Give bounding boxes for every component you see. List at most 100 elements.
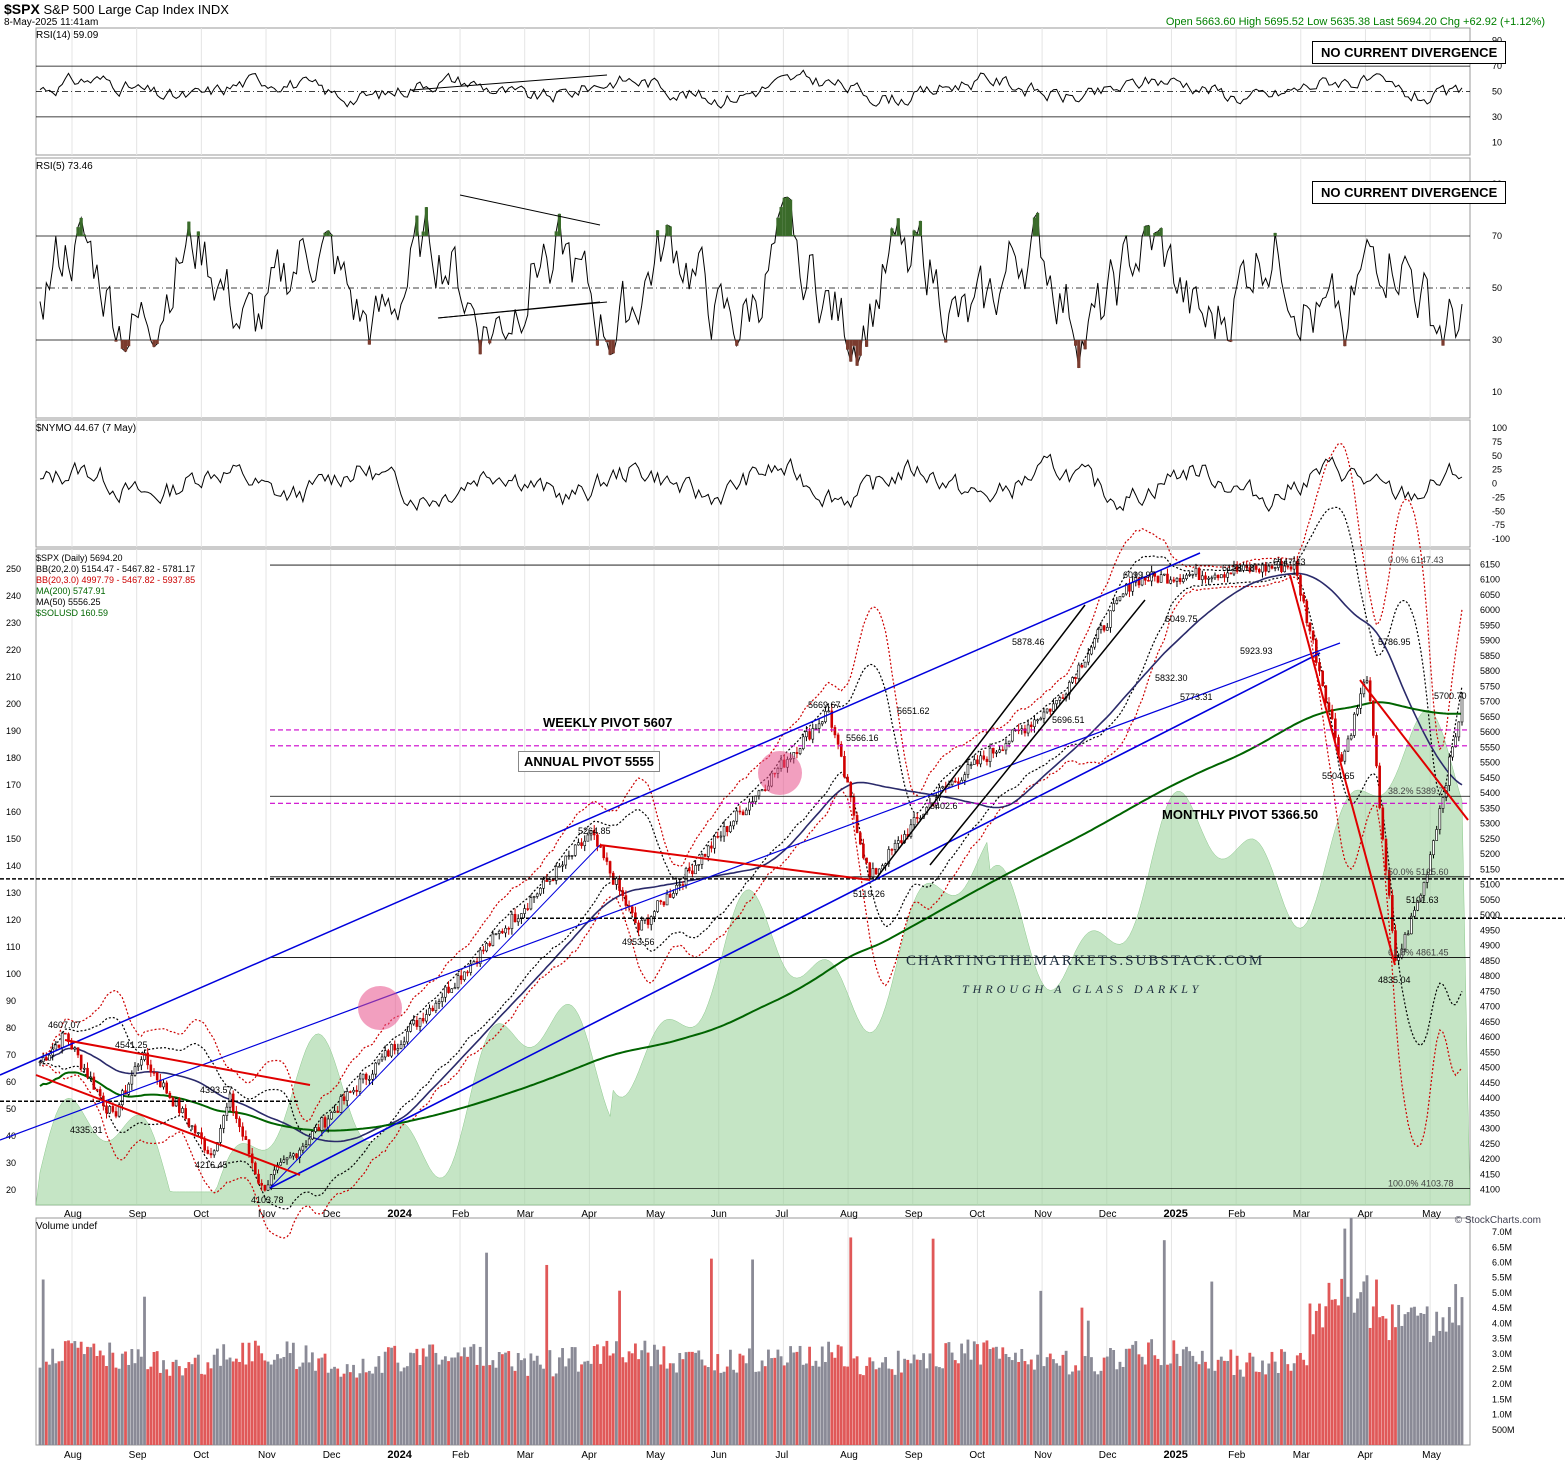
volume-bar <box>1023 1361 1027 1445</box>
volume-bar <box>263 1360 267 1445</box>
candle-body <box>1169 579 1172 584</box>
volume-bar <box>1036 1354 1040 1445</box>
volume-bar <box>288 1353 292 1445</box>
y-tick-right: 4600 <box>1480 1032 1500 1042</box>
y-tick-left: 240 <box>6 591 21 601</box>
x-tick-label: Oct <box>969 1209 985 1220</box>
candle-body <box>535 893 539 897</box>
volume-bar <box>247 1342 251 1445</box>
volume-bar <box>630 1353 634 1445</box>
rsi5-overbought-fill <box>782 197 786 236</box>
volume-bar <box>304 1345 308 1445</box>
candle-body <box>1074 677 1077 679</box>
y-tick-right: 4300 <box>1480 1124 1500 1134</box>
volume-bar <box>1001 1347 1005 1445</box>
volume-bar <box>725 1366 729 1445</box>
candle-body <box>836 734 840 745</box>
candle-body <box>250 1153 254 1164</box>
y-tick-right: 5950 <box>1480 620 1500 630</box>
volume-bar <box>320 1357 324 1445</box>
volume-bar <box>700 1359 704 1445</box>
volume-bar <box>431 1344 435 1445</box>
rsi5-oversold-fill <box>478 340 482 355</box>
candle-body <box>212 1150 216 1156</box>
candle-body <box>1375 735 1378 767</box>
candle-body <box>219 1128 222 1143</box>
rsi5-overbought-fill <box>557 213 561 236</box>
candle-body <box>383 1050 387 1058</box>
candle-body <box>751 801 754 803</box>
candle-body <box>820 721 824 725</box>
volume-bar <box>969 1359 973 1445</box>
candle-body <box>320 1117 324 1131</box>
candle-body <box>1248 567 1252 572</box>
candle-body <box>1162 573 1166 576</box>
price-annotation: 5700.70 <box>1434 691 1467 701</box>
volume-bar <box>181 1375 184 1445</box>
volume-bar <box>386 1347 390 1445</box>
volume-bar <box>839 1346 843 1445</box>
candle-body <box>67 1033 70 1043</box>
rsi5-overbought-fill <box>896 218 900 236</box>
candle-body <box>599 846 602 848</box>
volume-bar <box>469 1346 473 1445</box>
volume-bar <box>393 1345 397 1445</box>
candle-body <box>979 755 982 765</box>
rsi5-overbought-fill <box>912 230 916 236</box>
rsi5-tick: 70 <box>1492 231 1502 241</box>
candle-body <box>336 1110 340 1113</box>
candle-body <box>1213 574 1217 579</box>
candle-body <box>1413 909 1416 917</box>
black-trendline-0 <box>874 604 1086 881</box>
x-tick-label: Jun <box>711 1450 727 1461</box>
volume-bar <box>915 1359 919 1445</box>
y-tick-right: 4100 <box>1480 1185 1500 1195</box>
candle-body <box>282 1159 286 1163</box>
volume-bar <box>1432 1335 1435 1445</box>
volume-bar <box>165 1369 169 1445</box>
candle-body <box>1175 577 1179 582</box>
volume-bar <box>1251 1356 1255 1445</box>
candle-body <box>1191 573 1195 576</box>
volume-bar <box>443 1356 447 1445</box>
volume-bar <box>358 1373 362 1445</box>
volume-bar <box>773 1357 777 1445</box>
candle-body <box>1387 869 1391 896</box>
volume-bar <box>710 1258 713 1445</box>
volume-bar <box>1441 1317 1445 1445</box>
x-tick-label: Sep <box>129 1450 147 1461</box>
candle-body <box>453 987 457 990</box>
volume-bar <box>561 1348 564 1445</box>
candle-body <box>700 854 704 865</box>
volume-bar <box>73 1341 77 1445</box>
candle-body <box>1299 575 1302 596</box>
x-tick-label: Oct <box>193 1209 209 1220</box>
volume-bar <box>649 1366 653 1445</box>
y-tick-right: 4650 <box>1480 1017 1500 1027</box>
volume-bar <box>1223 1360 1226 1445</box>
candle-body <box>181 1108 184 1114</box>
volume-bar <box>1188 1351 1192 1445</box>
y-tick-left: 120 <box>6 915 21 925</box>
candle-body <box>1147 579 1150 582</box>
volume-bar <box>409 1352 412 1445</box>
volume-bar <box>120 1353 124 1445</box>
volume-bar <box>1371 1306 1375 1445</box>
volume-bar <box>1330 1299 1334 1445</box>
nymo-tick: -100 <box>1492 534 1510 544</box>
volume-bar <box>1365 1275 1369 1445</box>
candle-body <box>529 897 533 910</box>
candle-body <box>985 758 989 762</box>
volume-bar <box>298 1366 302 1445</box>
volume-bar <box>580 1364 583 1445</box>
x-tick-label: May <box>646 1209 665 1220</box>
x-tick-label: 2025 <box>1163 1449 1187 1461</box>
volume-bar <box>168 1375 172 1445</box>
candle-body <box>330 1112 333 1120</box>
volume-bar <box>1238 1369 1242 1445</box>
candle-body <box>266 1184 270 1191</box>
volume-bar <box>789 1346 792 1445</box>
volume-bar <box>877 1367 881 1445</box>
candle-body <box>418 1018 422 1027</box>
rsi5-oversold-fill <box>855 340 859 366</box>
